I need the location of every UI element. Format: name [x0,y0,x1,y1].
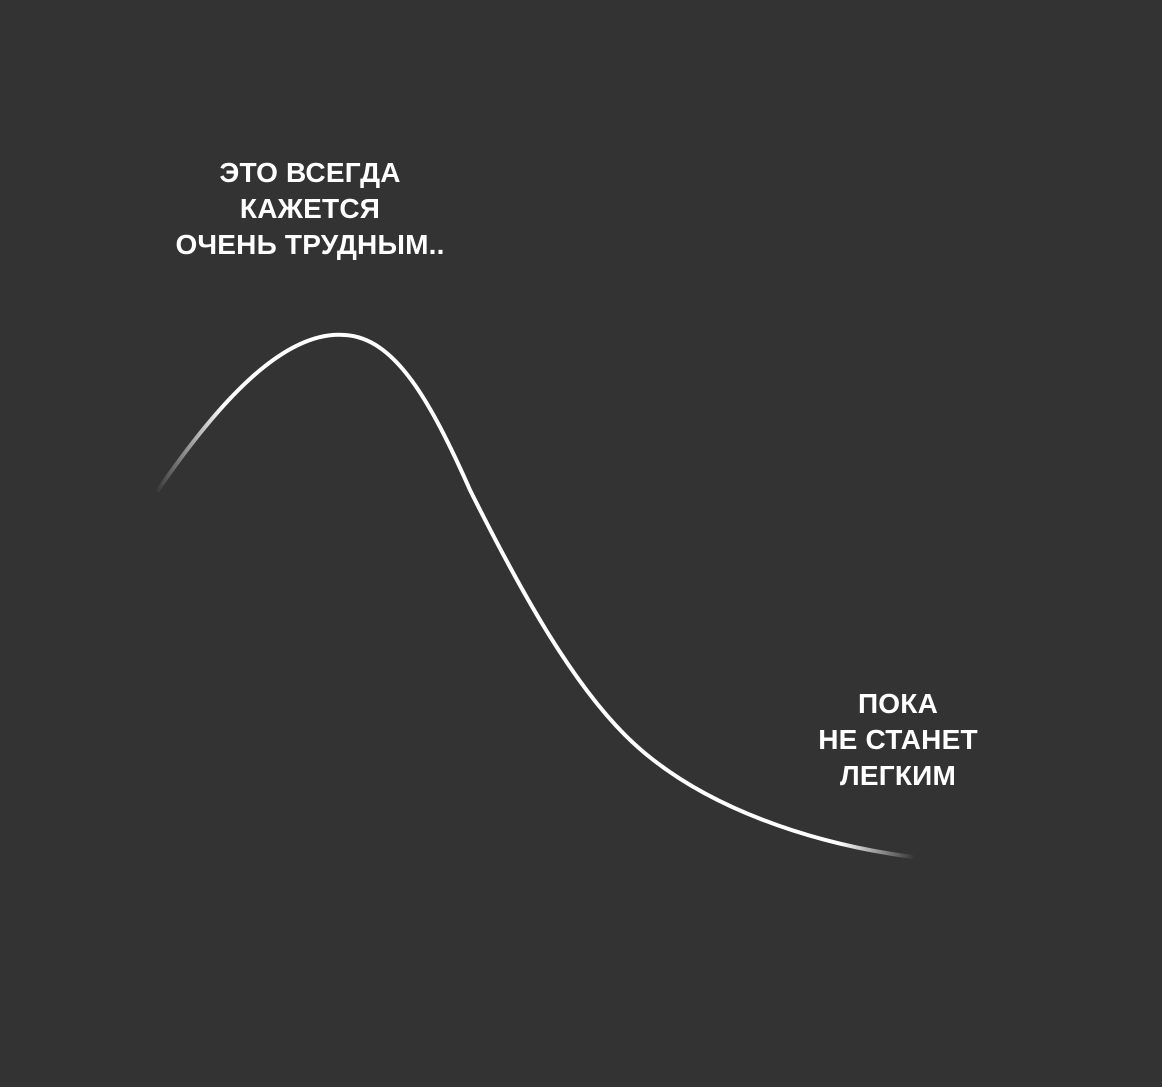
top-caption-line-1: ЭТО ВСЕГДА [219,157,401,188]
bottom-caption-line-2: НЕ СТАНЕТ [818,724,978,755]
difficulty-curve [156,332,915,859]
bottom-caption-line-1: ПОКА [857,688,938,719]
bottom-caption-line-3: ЛЕГКИМ [840,760,956,791]
bottom-caption: ПОКА НЕ СТАНЕТ ЛЕГКИМ [748,686,1048,794]
top-caption: ЭТО ВСЕГДА КАЖЕТСЯ ОЧЕНЬ ТРУДНЫМ.. [110,155,510,263]
top-caption-line-3: ОЧЕНЬ ТРУДНЫМ.. [175,229,445,260]
top-caption-line-2: КАЖЕТСЯ [239,193,381,224]
